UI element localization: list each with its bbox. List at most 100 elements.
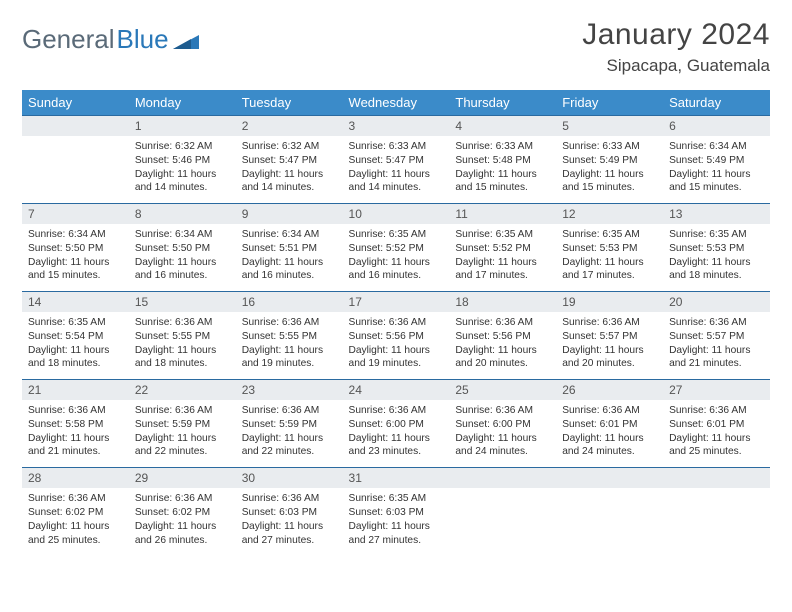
daylight-text: Daylight: 11 hours and 17 minutes. — [455, 256, 550, 284]
sunset-text: Sunset: 5:59 PM — [135, 418, 230, 432]
daylight-text: Daylight: 11 hours and 19 minutes. — [349, 344, 444, 372]
daylight-text: Daylight: 11 hours and 14 minutes. — [242, 168, 337, 196]
day-number-cell: 18 — [449, 292, 556, 313]
day-header: Tuesday — [236, 90, 343, 116]
sunset-text: Sunset: 5:56 PM — [349, 330, 444, 344]
daylight-text: Daylight: 11 hours and 26 minutes. — [135, 520, 230, 548]
day-content-cell — [449, 488, 556, 555]
sunset-text: Sunset: 5:47 PM — [242, 154, 337, 168]
day-content-cell: Sunrise: 6:36 AMSunset: 5:56 PMDaylight:… — [449, 312, 556, 380]
sunrise-text: Sunrise: 6:36 AM — [28, 492, 123, 506]
day-content-row: Sunrise: 6:36 AMSunset: 6:02 PMDaylight:… — [22, 488, 770, 555]
day-number-cell: 16 — [236, 292, 343, 313]
day-header: Monday — [129, 90, 236, 116]
day-content-cell: Sunrise: 6:36 AMSunset: 5:55 PMDaylight:… — [129, 312, 236, 380]
sunrise-text: Sunrise: 6:35 AM — [669, 228, 764, 242]
day-number-cell — [663, 468, 770, 489]
sunset-text: Sunset: 6:03 PM — [349, 506, 444, 520]
day-number-cell: 12 — [556, 204, 663, 225]
daylight-text: Daylight: 11 hours and 21 minutes. — [669, 344, 764, 372]
day-number-cell: 6 — [663, 116, 770, 137]
sunrise-text: Sunrise: 6:35 AM — [349, 492, 444, 506]
daylight-text: Daylight: 11 hours and 16 minutes. — [349, 256, 444, 284]
sunset-text: Sunset: 5:59 PM — [242, 418, 337, 432]
day-content-row: Sunrise: 6:36 AMSunset: 5:58 PMDaylight:… — [22, 400, 770, 468]
day-number-cell: 9 — [236, 204, 343, 225]
day-content-row: Sunrise: 6:35 AMSunset: 5:54 PM Daylight:… — [22, 312, 770, 380]
day-number-cell — [449, 468, 556, 489]
sunrise-text: Sunrise: 6:35 AM — [28, 316, 123, 330]
sunset-text: Sunset: 6:00 PM — [349, 418, 444, 432]
day-content-cell — [22, 136, 129, 204]
calendar-table: Sunday Monday Tuesday Wednesday Thursday… — [22, 90, 770, 555]
day-content-cell: Sunrise: 6:34 AMSunset: 5:49 PMDaylight:… — [663, 136, 770, 204]
day-number-cell: 29 — [129, 468, 236, 489]
sunset-text: Sunset: 6:03 PM — [242, 506, 337, 520]
day-number-cell: 4 — [449, 116, 556, 137]
sunset-text: Sunset: 5:57 PM — [669, 330, 764, 344]
sunset-text: Sunset: 5:48 PM — [455, 154, 550, 168]
sunrise-text: Sunrise: 6:36 AM — [562, 404, 657, 418]
daylight-text: Daylight: 11 hours and 19 minutes. — [242, 344, 337, 372]
daylight-text: Daylight: 11 hours and 15 minutes. — [28, 256, 123, 284]
sunrise-text: Sunrise: 6:32 AM — [242, 140, 337, 154]
sunset-text: Sunset: 5:46 PM — [135, 154, 230, 168]
sunset-text: Sunset: 6:02 PM — [135, 506, 230, 520]
day-number-cell: 28 — [22, 468, 129, 489]
day-number-cell: 21 — [22, 380, 129, 401]
day-number-cell: 3 — [343, 116, 450, 137]
daylight-text: Daylight: 11 hours and 21 minutes. — [28, 432, 123, 460]
daylight-text: Daylight: 11 hours and 22 minutes. — [242, 432, 337, 460]
sunrise-text: Sunrise: 6:36 AM — [562, 316, 657, 330]
daylight-text: Daylight: 11 hours and 20 minutes. — [455, 344, 550, 372]
day-content-cell: Sunrise: 6:32 AMSunset: 5:47 PMDaylight:… — [236, 136, 343, 204]
day-number-cell — [22, 116, 129, 137]
day-content-cell: Sunrise: 6:36 AMSunset: 6:02 PMDaylight:… — [129, 488, 236, 555]
day-header: Thursday — [449, 90, 556, 116]
sunrise-text: Sunrise: 6:34 AM — [669, 140, 764, 154]
day-number-row: 28293031 — [22, 468, 770, 489]
sunset-text: Sunset: 5:52 PM — [455, 242, 550, 256]
day-content-cell: Sunrise: 6:36 AMSunset: 5:57 PMDaylight:… — [556, 312, 663, 380]
day-content-cell: Sunrise: 6:36 AMSunset: 5:57 PMDaylight:… — [663, 312, 770, 380]
daylight-text: Daylight: 11 hours and 27 minutes. — [349, 520, 444, 548]
sunrise-text: Sunrise: 6:36 AM — [669, 316, 764, 330]
daylight-text: Daylight: 11 hours and 20 minutes. — [562, 344, 657, 372]
day-content-cell: Sunrise: 6:36 AMSunset: 5:55 PMDaylight:… — [236, 312, 343, 380]
day-content-cell: Sunrise: 6:36 AMSunset: 6:02 PMDaylight:… — [22, 488, 129, 555]
brand-word-2: Blue — [117, 24, 169, 55]
day-number-row: 21222324252627 — [22, 380, 770, 401]
sunrise-text: Sunrise: 6:36 AM — [242, 404, 337, 418]
day-content-cell: Sunrise: 6:33 AMSunset: 5:49 PMDaylight:… — [556, 136, 663, 204]
daylight-text: Daylight: 11 hours and 16 minutes. — [135, 256, 230, 284]
calendar-body: 123456Sunrise: 6:32 AMSunset: 5:46 PMDay… — [22, 116, 770, 556]
day-content-cell: Sunrise: 6:35 AMSunset: 5:53 PMDaylight:… — [663, 224, 770, 292]
day-content-cell: Sunrise: 6:36 AMSunset: 6:00 PMDaylight:… — [343, 400, 450, 468]
day-number-cell: 13 — [663, 204, 770, 225]
sunrise-text: Sunrise: 6:36 AM — [135, 404, 230, 418]
daylight-text: Daylight: 11 hours and 17 minutes. — [562, 256, 657, 284]
day-content-cell: Sunrise: 6:35 AMSunset: 5:52 PMDaylight:… — [343, 224, 450, 292]
brand-triangle-icon — [173, 31, 199, 49]
sunrise-text: Sunrise: 6:35 AM — [562, 228, 657, 242]
day-number-cell: 10 — [343, 204, 450, 225]
sunset-text: Sunset: 5:54 PM — [28, 330, 123, 344]
daylight-text: Daylight: 11 hours and 18 minutes. — [135, 344, 230, 372]
day-content-cell: Sunrise: 6:36 AMSunset: 6:01 PMDaylight:… — [556, 400, 663, 468]
day-number-cell: 31 — [343, 468, 450, 489]
daylight-text: Daylight: 11 hours and 22 minutes. — [135, 432, 230, 460]
day-number-cell: 26 — [556, 380, 663, 401]
day-content-cell — [556, 488, 663, 555]
day-number-cell: 20 — [663, 292, 770, 313]
day-number-cell: 14 — [22, 292, 129, 313]
sunrise-text: Sunrise: 6:32 AM — [135, 140, 230, 154]
day-number-cell: 15 — [129, 292, 236, 313]
sunset-text: Sunset: 5:56 PM — [455, 330, 550, 344]
sunset-text: Sunset: 5:55 PM — [242, 330, 337, 344]
day-content-cell: Sunrise: 6:36 AMSunset: 5:56 PMDaylight:… — [343, 312, 450, 380]
day-number-cell: 17 — [343, 292, 450, 313]
daylight-text: Daylight: 11 hours and 15 minutes. — [669, 168, 764, 196]
sunset-text: Sunset: 5:53 PM — [562, 242, 657, 256]
sunrise-text: Sunrise: 6:33 AM — [455, 140, 550, 154]
sunrise-text: Sunrise: 6:34 AM — [135, 228, 230, 242]
